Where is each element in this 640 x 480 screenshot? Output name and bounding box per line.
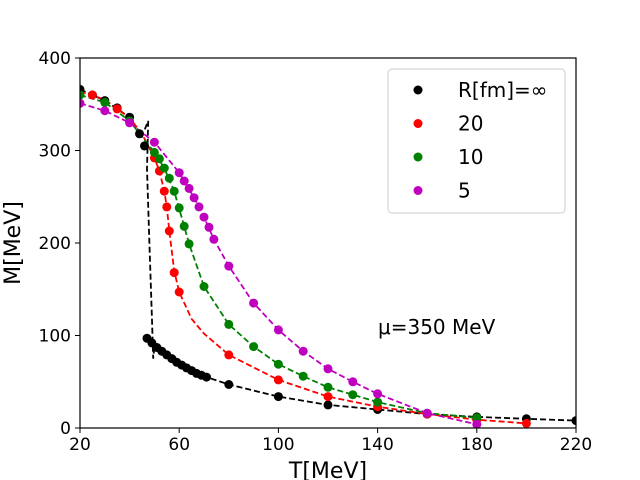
x-tick-label: 140: [361, 435, 393, 455]
data-point-series-4: [472, 419, 482, 428]
data-point-series-4: [174, 168, 184, 178]
data-point-series-3: [179, 221, 189, 231]
data-point-series-4: [249, 298, 259, 308]
data-point-series-3: [224, 319, 234, 329]
data-point-series-4: [149, 137, 159, 147]
data-point-series-3: [249, 342, 259, 352]
data-point-series-4: [125, 118, 135, 128]
data-point-series-3: [298, 371, 308, 381]
data-point-series-4: [298, 346, 308, 356]
data-point-series-2: [162, 202, 172, 212]
data-point-series-2: [112, 104, 122, 114]
x-tick-label: 20: [69, 435, 91, 455]
data-point-series-4: [80, 98, 85, 108]
y-tick-label: 0: [60, 419, 71, 439]
data-point-series-3: [164, 173, 174, 183]
data-point-series-3: [472, 413, 482, 423]
data-point-series-1: [135, 129, 144, 139]
legend-label: 10: [458, 145, 483, 169]
data-point-series-3: [174, 203, 184, 213]
data-point-series-4: [373, 389, 383, 399]
data-point-series-3: [169, 186, 179, 196]
data-point-series-1: [571, 416, 576, 426]
data-point-series-1: [224, 380, 234, 389]
data-point-series-1: [323, 400, 333, 410]
data-point-series-3: [149, 147, 159, 157]
data-point-series-2: [273, 375, 283, 385]
data-point-series-2: [224, 350, 234, 360]
legend-marker: [413, 119, 423, 128]
annotation: μ=350 MeV: [378, 315, 496, 339]
legend-label: R[fm]=∞: [458, 78, 547, 102]
data-point-series-3: [273, 359, 283, 369]
data-point-series-1: [273, 392, 283, 402]
data-point-series-4: [209, 234, 219, 244]
data-point-series-4: [224, 261, 234, 271]
x-axis-label: T[MeV]: [288, 459, 367, 480]
data-point-series-2: [164, 226, 174, 236]
data-point-series-4: [199, 212, 209, 222]
data-point-series-2: [521, 418, 531, 428]
y-tick-label: 200: [39, 234, 71, 254]
data-point-series-3: [373, 397, 383, 407]
data-point-series-3: [184, 239, 194, 249]
legend-label: 5: [458, 179, 471, 203]
series-curve-2: [80, 90, 527, 425]
data-point-series-4: [184, 183, 194, 193]
data-point-series-2: [169, 268, 179, 278]
data-point-series-4: [194, 202, 204, 212]
legend-label: 20: [458, 112, 483, 136]
data-point-series-3: [100, 97, 110, 107]
legend-marker: [413, 186, 423, 195]
data-point-series-2: [174, 287, 184, 297]
data-point-series-4: [323, 364, 333, 374]
data-point-series-3: [348, 390, 358, 400]
data-point-series-2: [159, 186, 169, 196]
data-point-series-2: [87, 90, 97, 100]
x-tick-label: 220: [560, 435, 592, 455]
legend-marker: [413, 85, 423, 95]
y-axis-label: M[MeV]: [1, 201, 26, 285]
data-point-series-3: [154, 154, 164, 164]
x-axis: 20 60 100 140 180 220: [69, 428, 592, 455]
x-tick-label: 60: [168, 435, 190, 455]
x-tick-label: 180: [461, 435, 493, 455]
legend-marker: [413, 152, 423, 162]
data-point-series-4: [189, 193, 199, 203]
data-point-series-4: [273, 325, 283, 335]
data-point-series-3: [159, 163, 169, 173]
data-point-series-4: [422, 408, 432, 418]
y-tick-label: 300: [39, 142, 71, 162]
data-point-series-3: [80, 90, 85, 100]
data-point-series-4: [348, 377, 358, 387]
data-point-series-4: [179, 176, 189, 186]
data-point-series-1: [140, 141, 149, 151]
data-point-series-4: [204, 222, 214, 232]
legend-box: [387, 68, 566, 214]
data-point-series-1: [202, 372, 211, 382]
legend: R[fm]=∞ 20 10 5: [387, 68, 566, 214]
y-tick-label: 100: [39, 327, 71, 347]
data-point-series-4: [100, 106, 110, 116]
points-layer: [80, 84, 576, 428]
x-tick-label: 100: [262, 435, 294, 455]
data-point-series-2: [323, 392, 333, 402]
y-tick-label: 400: [39, 49, 71, 69]
data-point-series-3: [323, 382, 333, 392]
data-point-series-3: [199, 282, 209, 291]
y-axis: 0 100 200 300 400: [39, 49, 80, 439]
